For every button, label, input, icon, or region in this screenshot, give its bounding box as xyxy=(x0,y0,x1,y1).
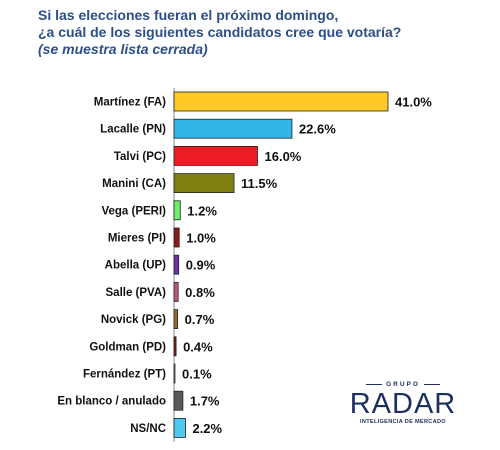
bar xyxy=(173,363,176,384)
value-label: 0.8% xyxy=(185,285,215,300)
bar xyxy=(173,91,389,112)
value-label: 0.1% xyxy=(182,367,212,382)
value-label: 0.9% xyxy=(186,258,216,273)
category-label: Mieres (PI) xyxy=(108,233,166,245)
chart-title-line1: Si las elecciones fueran el próximo domi… xyxy=(38,7,339,23)
category-label: Salle (PVA) xyxy=(106,287,167,299)
bar xyxy=(173,417,186,438)
category-label: Talvi (PC) xyxy=(114,151,166,163)
chart-title-block: Si las elecciones fueran el próximo domi… xyxy=(38,7,478,58)
value-label: 16.0% xyxy=(265,149,302,164)
category-label: Vega (PERI) xyxy=(101,205,166,217)
bar xyxy=(173,173,235,194)
bar xyxy=(173,227,180,248)
value-label: 11.5% xyxy=(241,176,278,191)
value-label: 1.0% xyxy=(186,231,216,246)
bar xyxy=(173,390,184,411)
category-label: Novick (PG) xyxy=(101,314,166,326)
category-label: Martínez (FA) xyxy=(94,97,166,109)
bar xyxy=(173,145,258,166)
bar xyxy=(173,200,181,221)
logo-tagline: INTELIGENCIA DE MERCADO xyxy=(360,419,446,425)
radar-logo: GRUPO RADAR INTELIGENCIA DE MERCADO xyxy=(348,381,458,431)
category-label: Abella (UP) xyxy=(105,260,167,272)
category-label: En blanco / anulado xyxy=(57,396,166,408)
value-label: 0.4% xyxy=(183,339,213,354)
value-label: 22.6% xyxy=(299,122,336,137)
bar xyxy=(173,281,179,302)
value-label: 1.2% xyxy=(187,203,217,218)
bar xyxy=(173,309,179,330)
bar xyxy=(173,118,293,139)
value-label: 0.7% xyxy=(185,312,215,327)
value-label: 1.7% xyxy=(190,394,220,409)
category-label: Lacalle (PN) xyxy=(100,124,166,136)
bar xyxy=(173,254,180,275)
category-label: Fernández (PT) xyxy=(83,369,166,381)
logo-radar-text: RADAR xyxy=(349,388,457,420)
category-label: NS/NC xyxy=(130,423,166,435)
logo-grupo-text: GRUPO xyxy=(348,381,458,388)
value-label: 41.0% xyxy=(395,95,432,110)
category-label: Goldman (PD) xyxy=(89,341,166,353)
bar xyxy=(173,336,177,357)
value-label: 2.2% xyxy=(192,421,222,436)
chart-title-line2: ¿a cuál de los siguientes candidatos cre… xyxy=(38,24,402,40)
chart-subtitle: (se muestra lista cerrada) xyxy=(38,41,208,57)
category-label: Manini (CA) xyxy=(102,178,166,190)
